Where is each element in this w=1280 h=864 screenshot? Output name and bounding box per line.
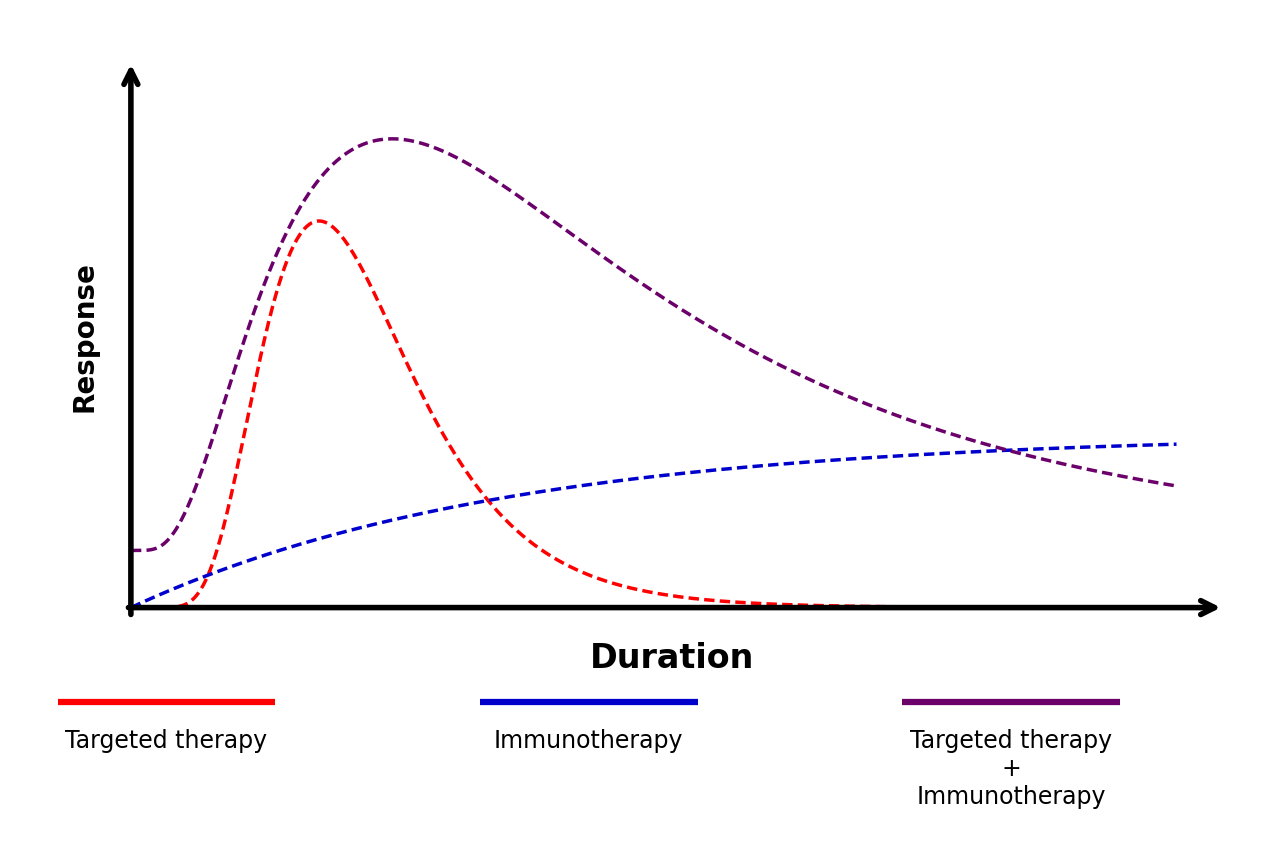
Y-axis label: Response: Response xyxy=(70,262,99,412)
X-axis label: Duration: Duration xyxy=(590,642,754,675)
Text: Targeted therapy: Targeted therapy xyxy=(65,729,268,753)
Text: Immunotherapy: Immunotherapy xyxy=(494,729,684,753)
Text: Targeted therapy
+
Immunotherapy: Targeted therapy + Immunotherapy xyxy=(910,729,1112,809)
